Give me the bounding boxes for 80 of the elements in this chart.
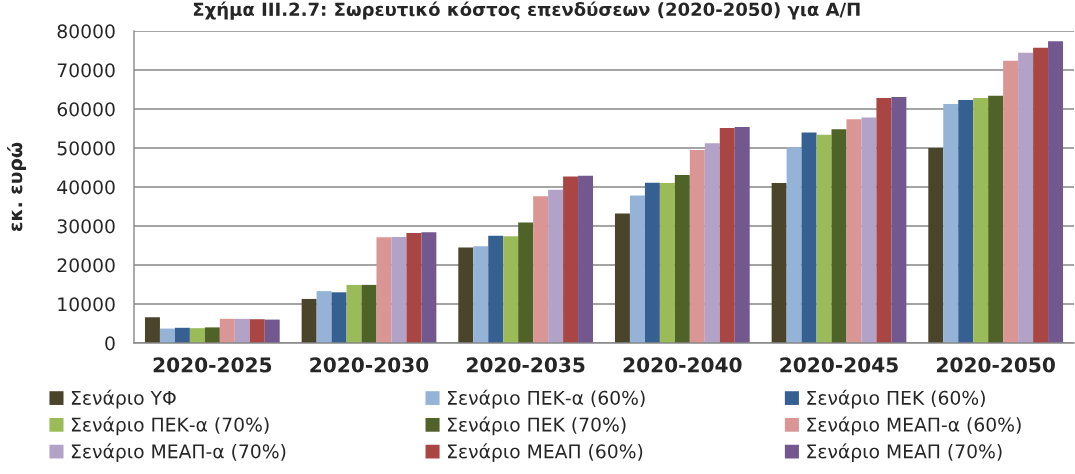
legend-label: Σενάριο ΠΕΚ-α (70%) [71,416,269,436]
bar [719,128,735,343]
bar [1033,47,1049,343]
bar [891,96,907,343]
bar [704,143,720,343]
x-tick-label: 2020-2040 [623,357,742,373]
bar [316,291,332,343]
bar [361,284,377,343]
bar [563,176,579,343]
x-tick-label: 2020-2030 [310,357,429,373]
bar [473,246,489,343]
y-tick-label: 20000 [57,258,115,273]
bar [503,236,519,343]
legend-label: Σενάριο ΜΕΑΠ-α (60%) [807,416,1021,436]
bar [1018,52,1034,343]
bar [234,318,250,343]
bar [533,196,549,343]
chart-title: Σχήμα ΙΙΙ.2.7: Σωρευτικό κόστος επενδύσεων (2020-2050) για Α/Π [193,1,860,20]
y-tick-label: 50000 [57,141,115,156]
bar [189,328,205,343]
bar [204,327,220,343]
bar [346,284,362,343]
x-tick-label: 2020-2035 [467,357,585,373]
legend-label: Σενάριο ΜΕΑΠ (70%) [807,443,1002,463]
bar [973,98,989,343]
bar [301,298,317,343]
legend-label: Σενάριο ΠΕΚ (60%) [807,389,985,409]
bar [376,237,392,343]
bar [518,222,534,343]
y-tick-label: 0 [105,336,115,351]
bar [264,319,280,343]
y-tick-label: 40000 [57,180,115,195]
legend-label: Σενάριο ΠΕΚ-α (60%) [447,389,645,409]
legend-label: Σενάριο ΥΦ [71,389,176,409]
bar [249,319,265,343]
y-tick-label: 60000 [57,102,115,117]
bar [488,235,504,343]
bar [458,247,474,343]
x-tick-label: 2020-2050 [937,357,1055,373]
bar [644,182,660,343]
bar [1003,60,1019,343]
bar [159,328,175,343]
bar [928,148,944,343]
bar [801,132,817,343]
bar [689,149,705,343]
bar [629,195,645,343]
bar [614,213,630,343]
bar [659,183,675,343]
bar [421,232,437,343]
bar [144,317,160,343]
legend-label: Σενάριο ΠΕΚ (70%) [447,416,626,436]
bar [734,126,750,343]
bar [831,129,847,343]
bar [174,327,190,343]
x-tick-label: 2020-2025 [153,357,272,373]
bar [861,117,877,343]
x-tick-label: 2020-2045 [780,357,898,373]
bar [876,98,892,343]
bar [943,103,959,343]
y-tick-label: 30000 [57,219,115,234]
y-tick-label: 70000 [57,63,115,78]
bar [548,189,564,343]
legend-label: Σενάριο ΜΕΑΠ-α (70%) [71,443,286,463]
bar [1048,41,1064,343]
y-axis-title: εκ. ευρώ [7,142,26,232]
bar [846,119,862,343]
bar [958,100,974,343]
bar [391,236,407,343]
bar [219,318,235,343]
bar [771,183,787,343]
bar [988,95,1004,343]
bar [331,292,347,343]
y-tick-label: 80000 [57,24,115,39]
bar [578,175,594,343]
legend-label: Σενάριο ΜΕΑΠ (60%) [447,443,643,463]
bar [786,147,802,343]
bar [406,233,422,343]
bar [816,134,832,343]
y-tick-label: 10000 [58,297,115,312]
bar [674,174,690,343]
